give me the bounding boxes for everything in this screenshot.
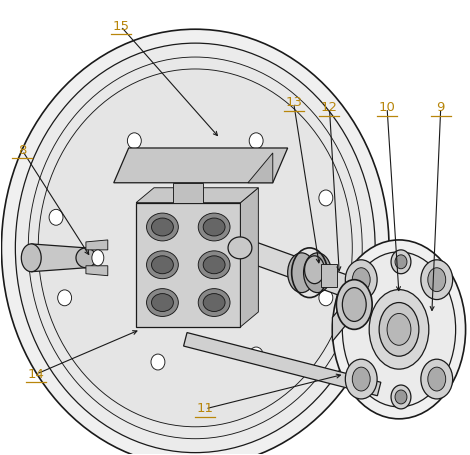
Ellipse shape [198, 213, 230, 241]
Ellipse shape [151, 354, 165, 370]
Text: 14: 14 [28, 368, 45, 380]
Ellipse shape [379, 303, 419, 356]
Ellipse shape [198, 288, 230, 317]
Polygon shape [241, 188, 259, 327]
Ellipse shape [305, 256, 324, 283]
Ellipse shape [151, 256, 173, 274]
Text: 12: 12 [321, 101, 338, 114]
Polygon shape [236, 238, 373, 305]
Ellipse shape [332, 240, 466, 419]
Ellipse shape [319, 290, 333, 306]
Ellipse shape [395, 390, 407, 404]
Ellipse shape [21, 244, 41, 272]
Ellipse shape [421, 260, 453, 299]
Ellipse shape [127, 133, 141, 149]
Text: 10: 10 [379, 101, 395, 114]
Polygon shape [136, 202, 241, 327]
Ellipse shape [147, 288, 178, 317]
Ellipse shape [203, 256, 225, 274]
Polygon shape [248, 153, 273, 183]
Ellipse shape [151, 218, 173, 236]
Ellipse shape [38, 69, 352, 427]
Ellipse shape [387, 313, 411, 345]
Ellipse shape [345, 359, 377, 399]
Ellipse shape [345, 260, 377, 299]
Ellipse shape [58, 290, 71, 306]
Ellipse shape [391, 385, 411, 409]
Ellipse shape [147, 213, 178, 241]
Ellipse shape [391, 250, 411, 274]
Text: 11: 11 [196, 402, 214, 415]
Ellipse shape [28, 57, 362, 439]
Polygon shape [136, 188, 258, 202]
Ellipse shape [92, 250, 104, 266]
Text: 8: 8 [18, 144, 26, 157]
Ellipse shape [352, 367, 370, 391]
Ellipse shape [147, 251, 178, 278]
Ellipse shape [337, 280, 372, 329]
Polygon shape [184, 333, 381, 396]
Ellipse shape [319, 190, 333, 206]
Text: 13: 13 [285, 96, 302, 109]
Text: 15: 15 [112, 20, 129, 33]
Ellipse shape [428, 367, 446, 391]
Ellipse shape [16, 43, 375, 453]
Ellipse shape [304, 253, 331, 293]
Ellipse shape [76, 248, 96, 268]
Polygon shape [31, 244, 86, 272]
Ellipse shape [203, 218, 225, 236]
Ellipse shape [421, 359, 453, 399]
Ellipse shape [1, 29, 389, 455]
Ellipse shape [369, 290, 429, 369]
Polygon shape [114, 148, 288, 183]
Ellipse shape [249, 133, 263, 149]
Ellipse shape [49, 209, 63, 225]
Ellipse shape [352, 268, 370, 292]
Polygon shape [86, 240, 108, 250]
Polygon shape [173, 183, 203, 202]
Ellipse shape [428, 268, 446, 292]
Ellipse shape [228, 237, 252, 259]
Polygon shape [321, 264, 337, 287]
Ellipse shape [198, 251, 230, 278]
Ellipse shape [151, 293, 173, 312]
Ellipse shape [395, 255, 407, 269]
Text: 9: 9 [437, 101, 445, 114]
Polygon shape [332, 283, 361, 341]
Ellipse shape [203, 293, 225, 312]
Ellipse shape [249, 347, 263, 363]
Ellipse shape [342, 288, 366, 321]
Ellipse shape [288, 253, 315, 293]
Ellipse shape [342, 252, 455, 407]
Polygon shape [86, 266, 108, 276]
